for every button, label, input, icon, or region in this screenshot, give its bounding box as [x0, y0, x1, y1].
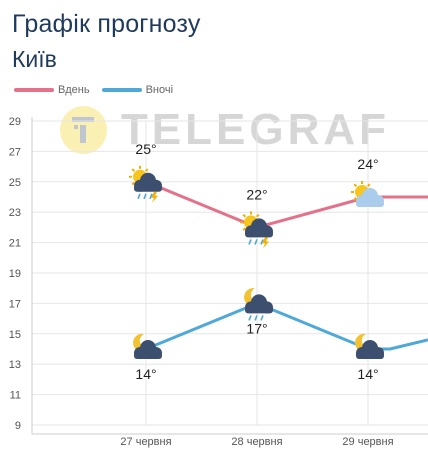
- data-label: 14°: [135, 366, 156, 382]
- y-tick-label: 13: [9, 359, 21, 371]
- legend-label-night: Вночі: [145, 84, 174, 96]
- data-label: 25°: [135, 141, 156, 157]
- data-label: 22°: [246, 186, 267, 202]
- legend-item-night[interactable]: Вночі: [101, 84, 174, 96]
- series-line-day: [145, 180, 428, 229]
- y-tick-label: 27: [9, 146, 21, 158]
- y-tick-label: 25: [9, 177, 21, 189]
- y-tick-label: 11: [10, 390, 21, 402]
- y-tick-label: 9: [15, 420, 21, 432]
- watermark: TELEGRAF: [60, 100, 390, 160]
- legend-label-day: Вдень: [58, 84, 90, 96]
- page-title: Графік прогнозу: [12, 10, 201, 38]
- legend-swatch-night: [101, 88, 142, 92]
- moon-cloud-icon: [355, 333, 384, 359]
- y-tick-label: 17: [9, 298, 21, 310]
- data-label: 17°: [246, 320, 267, 336]
- legend-item-day[interactable]: Вдень: [14, 84, 90, 96]
- moon-cloud-rain-icon: [244, 288, 273, 321]
- data-label: 24°: [357, 156, 378, 172]
- x-tick-label: 28 червня: [231, 436, 282, 448]
- watermark-text: TELEGRAF: [120, 105, 390, 154]
- y-tick-label: 23: [9, 207, 21, 219]
- y-tick-label: 19: [9, 268, 21, 280]
- y-tick-label: 21: [9, 238, 21, 250]
- data-label: 14°: [357, 366, 378, 382]
- chart-legend: Вдень Вночі: [14, 82, 185, 98]
- sun-cloud-icon: [351, 181, 384, 207]
- y-tick-label: 15: [9, 329, 21, 341]
- sun-cloud-rain-thunder-icon: [129, 165, 162, 203]
- x-tick-label: 29 червня: [342, 436, 393, 448]
- watermark-logo-icon: [60, 106, 107, 154]
- legend-swatch-day: [14, 88, 54, 92]
- city-name: Київ: [12, 46, 57, 72]
- x-tick-label: 27 червня: [120, 436, 171, 448]
- sun-cloud-rain-thunder-icon: [240, 211, 273, 249]
- series-line-night: [145, 301, 428, 351]
- moon-cloud-icon: [133, 333, 162, 359]
- y-tick-label: 29: [9, 116, 21, 128]
